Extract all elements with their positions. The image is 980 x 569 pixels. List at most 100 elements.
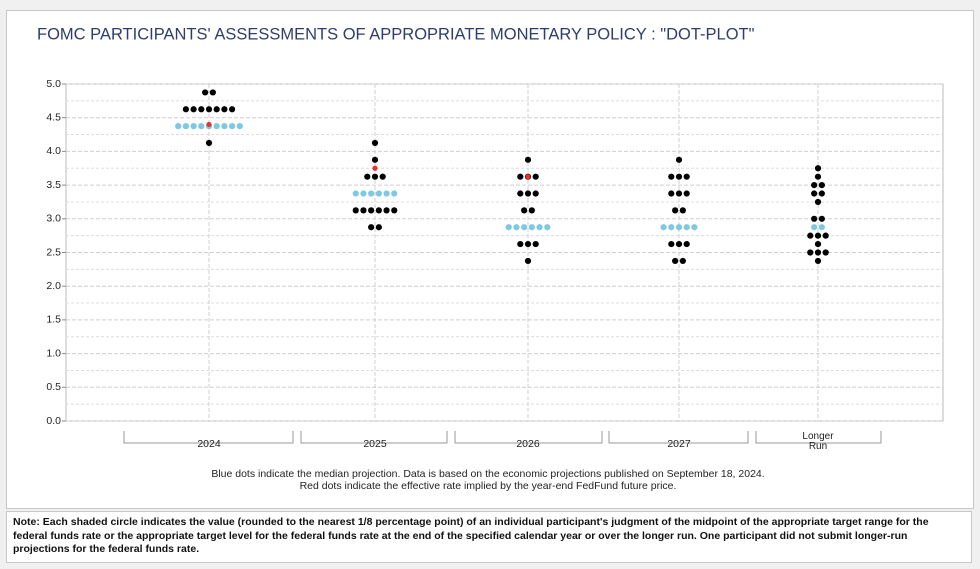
- participant-dot: [668, 173, 675, 180]
- participant-dot: [675, 156, 683, 163]
- participant-dot: [371, 173, 379, 180]
- participant-dot: [517, 190, 524, 197]
- participant-dot: [379, 173, 386, 180]
- participant-dot: [528, 224, 535, 231]
- participant-dot: [364, 173, 371, 180]
- y-tick-label: 0.5: [46, 381, 61, 393]
- participant-dot: [190, 106, 197, 113]
- participant-dot: [505, 224, 512, 231]
- participant-dot: [524, 190, 532, 197]
- participant-dot: [517, 173, 524, 180]
- participant-dot: [391, 190, 398, 197]
- participant-dot: [524, 240, 532, 248]
- chart-title: FOMC PARTICIPANTS' ASSESSMENTS OF APPROP…: [37, 25, 755, 43]
- participant-dot: [524, 257, 532, 265]
- y-tick-label: 3.0: [46, 213, 61, 225]
- y-tick-label: 0.0: [46, 415, 61, 427]
- participant-dot: [205, 139, 213, 147]
- implied-rate-dot: [206, 121, 212, 128]
- participant-dot: [668, 240, 675, 248]
- participant-dot: [668, 190, 675, 197]
- footnote: Note: Each shaded circle indicates the v…: [6, 511, 972, 563]
- participant-dot: [521, 207, 528, 214]
- x-tick-label: 2027: [667, 438, 691, 450]
- participant-dot: [668, 224, 675, 231]
- participant-dot: [811, 215, 818, 222]
- participant-dot: [818, 224, 825, 231]
- implied-rate-dot: [525, 174, 531, 180]
- participant-dot: [822, 232, 829, 239]
- participant-dot: [198, 123, 205, 130]
- participant-dot: [229, 123, 236, 130]
- participant-dot: [818, 190, 825, 197]
- participant-dot: [532, 173, 539, 180]
- participant-dot: [683, 190, 690, 197]
- y-tick-label: 3.5: [46, 179, 61, 191]
- participant-dot: [221, 123, 228, 130]
- participant-dot: [814, 257, 822, 265]
- participant-dot: [368, 190, 375, 197]
- participant-dot: [679, 207, 686, 214]
- participant-dot: [352, 190, 359, 197]
- participant-dot: [807, 232, 814, 239]
- y-tick-label: 2.0: [46, 280, 61, 292]
- participant-dot: [190, 123, 197, 130]
- chart-note: Blue dots indicate the median projection…: [211, 468, 764, 480]
- y-tick-label: 1.5: [46, 314, 61, 326]
- participant-dot: [811, 224, 818, 231]
- participant-dot: [229, 106, 236, 113]
- participant-dot: [528, 207, 535, 214]
- participant-dot: [383, 190, 390, 197]
- participant-dot: [814, 173, 822, 180]
- participant-dot: [683, 224, 690, 231]
- participant-dot: [375, 190, 382, 197]
- participant-dot: [814, 249, 822, 256]
- category-bracket: [755, 431, 882, 444]
- participant-dot: [198, 106, 205, 113]
- category-bracket: [454, 431, 603, 444]
- participant-dot: [675, 190, 683, 197]
- chart-note: Red dots indicate the effective rate imp…: [300, 480, 677, 492]
- participant-dot: [360, 190, 367, 197]
- participant-dot: [375, 207, 382, 214]
- x-tick-label: 2024: [197, 438, 221, 450]
- participant-dot: [383, 207, 390, 214]
- participant-dot: [236, 123, 243, 130]
- participant-dot: [660, 224, 667, 231]
- participant-dot: [371, 156, 379, 163]
- participant-dot: [536, 224, 543, 231]
- participant-dot: [524, 156, 532, 163]
- participant-dot: [205, 106, 213, 113]
- participant-dot: [368, 207, 375, 214]
- participant-dot: [202, 89, 209, 96]
- participant-dot: [209, 89, 216, 96]
- participant-dot: [213, 106, 220, 113]
- implied-rate-dot: [372, 165, 378, 171]
- participant-dot: [822, 249, 829, 256]
- participant-dot: [521, 224, 528, 231]
- y-tick-label: 4.0: [46, 145, 61, 157]
- participant-dot: [675, 173, 683, 180]
- participant-dot: [814, 240, 822, 248]
- participant-dot: [675, 224, 683, 231]
- participant-dot: [182, 106, 189, 113]
- participant-dot: [679, 257, 686, 265]
- participant-dot: [818, 215, 825, 222]
- participant-dot: [672, 207, 679, 214]
- participant-dot: [371, 139, 379, 147]
- participant-dot: [182, 123, 189, 130]
- participant-dot: [213, 123, 220, 130]
- y-tick-label: 1.0: [46, 347, 61, 359]
- participant-dot: [544, 224, 551, 231]
- participant-dot: [675, 240, 683, 248]
- participant-dot: [513, 224, 520, 231]
- y-tick-label: 5.0: [46, 78, 61, 90]
- y-tick-label: 2.5: [46, 246, 61, 258]
- participant-dot: [672, 257, 679, 265]
- y-tick-label: 4.5: [46, 111, 61, 123]
- participant-dot: [175, 123, 182, 130]
- participant-dot: [532, 240, 539, 248]
- category-bracket: [608, 431, 749, 444]
- participant-dot: [391, 207, 398, 214]
